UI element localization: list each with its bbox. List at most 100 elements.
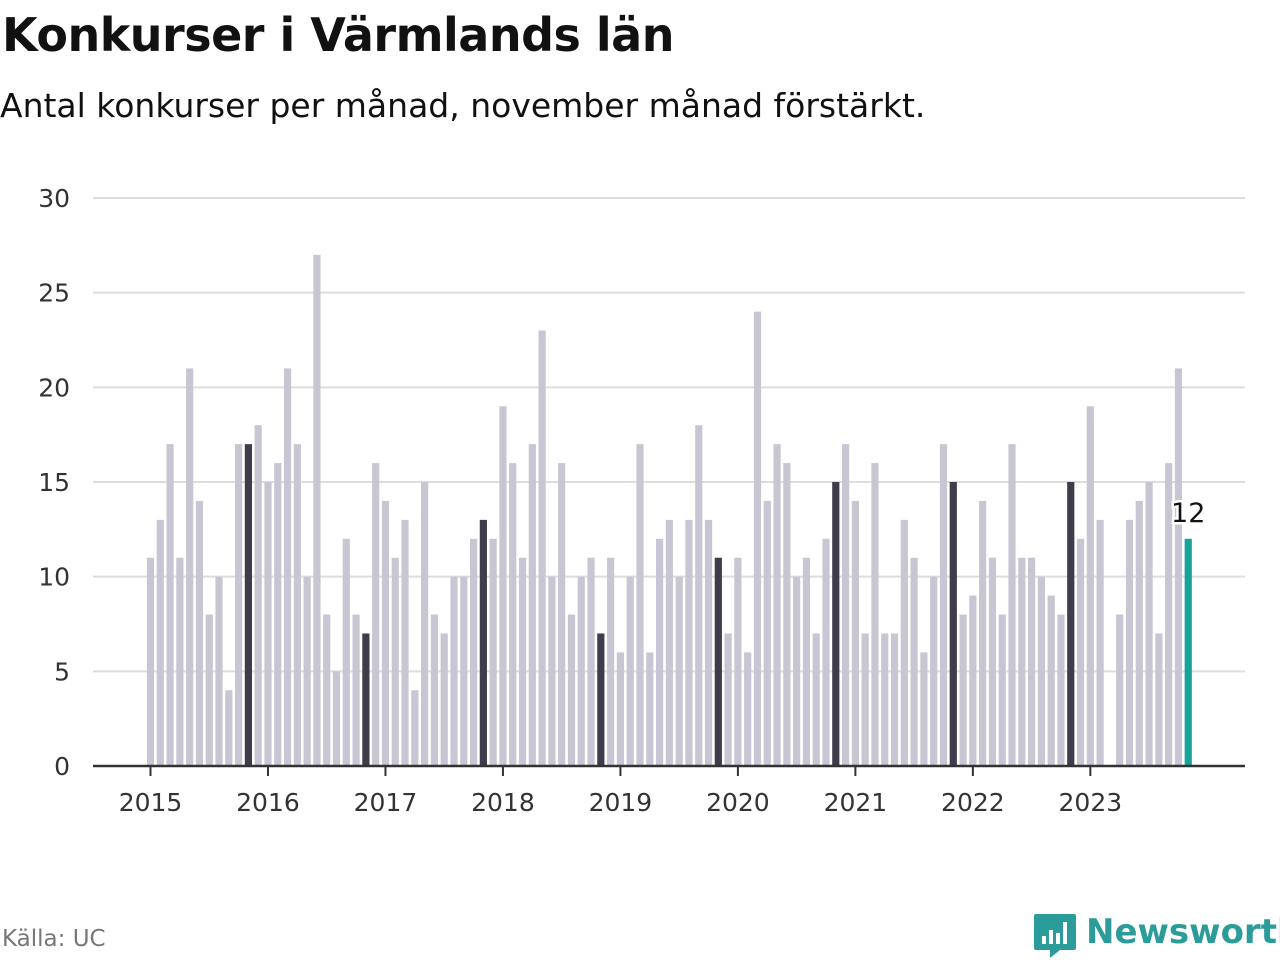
bar <box>1165 463 1173 766</box>
bar <box>1116 614 1124 766</box>
y-tick-label: 30 <box>38 184 70 213</box>
bar <box>303 576 311 766</box>
bar <box>411 690 419 766</box>
bar <box>1076 538 1085 766</box>
bar <box>607 557 615 766</box>
bar <box>186 368 194 766</box>
bar <box>460 576 468 766</box>
bar <box>205 614 213 766</box>
bar <box>1096 519 1104 766</box>
bar <box>528 444 536 766</box>
bar <box>567 614 576 766</box>
bar <box>920 652 928 766</box>
newsworthy-icon <box>1034 914 1076 958</box>
x-tick-label: 2018 <box>471 788 535 817</box>
bar-november <box>244 444 252 766</box>
bars <box>146 254 1192 767</box>
bar <box>195 500 204 766</box>
source-note: Källa: UC <box>2 926 106 952</box>
y-tick-label: 25 <box>38 279 70 308</box>
bar-november <box>479 519 487 766</box>
bar <box>1135 500 1143 766</box>
bar <box>489 538 497 766</box>
x-tick-label: 2015 <box>119 788 183 817</box>
bar <box>313 254 321 767</box>
x-tick-label: 2017 <box>354 788 418 817</box>
bar <box>381 500 390 766</box>
bar <box>440 633 448 766</box>
bar <box>235 444 243 766</box>
y-tick-label: 0 <box>54 752 70 781</box>
bar-latest <box>1184 538 1192 766</box>
y-tick-label: 20 <box>38 373 70 402</box>
bar <box>724 633 732 766</box>
bar <box>146 557 155 766</box>
bar <box>391 557 399 766</box>
bar <box>518 557 527 766</box>
bar <box>548 576 556 766</box>
bar <box>704 519 713 766</box>
annotations: 12 <box>1169 495 1208 531</box>
bar <box>332 671 341 766</box>
bar <box>558 463 566 766</box>
bar-november <box>949 482 957 766</box>
bar <box>225 690 233 766</box>
bar <box>822 538 830 766</box>
bar <box>587 557 595 766</box>
y-tick-label: 5 <box>54 657 70 686</box>
chart-subtitle: Antal konkurser per månad, november måna… <box>0 86 926 125</box>
bar <box>744 652 752 766</box>
bar <box>695 425 703 766</box>
bar <box>861 633 869 766</box>
bar <box>773 444 781 766</box>
x-tick-label: 2023 <box>1059 788 1123 817</box>
bar <box>450 576 458 766</box>
bar <box>665 519 673 766</box>
chart-title: Konkurser i Värmlands län <box>2 8 674 62</box>
bar <box>626 576 634 766</box>
bar <box>1145 482 1153 766</box>
bar <box>1037 576 1045 766</box>
bar <box>655 538 664 766</box>
bar <box>215 576 223 766</box>
bar <box>1008 444 1016 766</box>
bar <box>1155 633 1163 766</box>
bar <box>685 519 693 766</box>
x-tick-label: 2019 <box>589 788 653 817</box>
bar <box>890 633 899 766</box>
bar <box>1125 519 1134 766</box>
x-tick-label: 2022 <box>941 788 1005 817</box>
bar <box>264 482 272 766</box>
x-axis-labels: 2015 2016 2017 2018 2019 2020 2021 2022 2023 <box>119 788 1122 817</box>
bar <box>166 444 174 766</box>
bar <box>342 538 350 766</box>
bar <box>577 576 585 766</box>
bar <box>421 482 429 766</box>
bar <box>802 557 811 766</box>
bar-november <box>597 633 605 766</box>
bar <box>636 444 644 766</box>
bar <box>988 557 997 766</box>
bar <box>675 576 683 766</box>
bar <box>283 368 292 766</box>
bar <box>783 463 791 766</box>
bar <box>254 425 262 766</box>
newsworthy-logo: Newsworthy <box>1030 910 1280 960</box>
bar <box>430 614 439 766</box>
y-tick-label: 15 <box>38 468 70 497</box>
bar <box>1174 368 1183 766</box>
x-axis <box>93 764 1245 776</box>
bar <box>1086 406 1094 766</box>
bar <box>538 330 546 766</box>
x-tick-label: 2020 <box>706 788 770 817</box>
bar <box>469 538 478 766</box>
bar <box>753 311 762 766</box>
brand-name: Newsworthy <box>1086 912 1280 952</box>
bar <box>881 633 889 766</box>
bar <box>1018 557 1026 766</box>
bar <box>969 595 977 766</box>
bar <box>812 633 820 766</box>
bar <box>176 557 184 766</box>
bar <box>900 519 908 766</box>
